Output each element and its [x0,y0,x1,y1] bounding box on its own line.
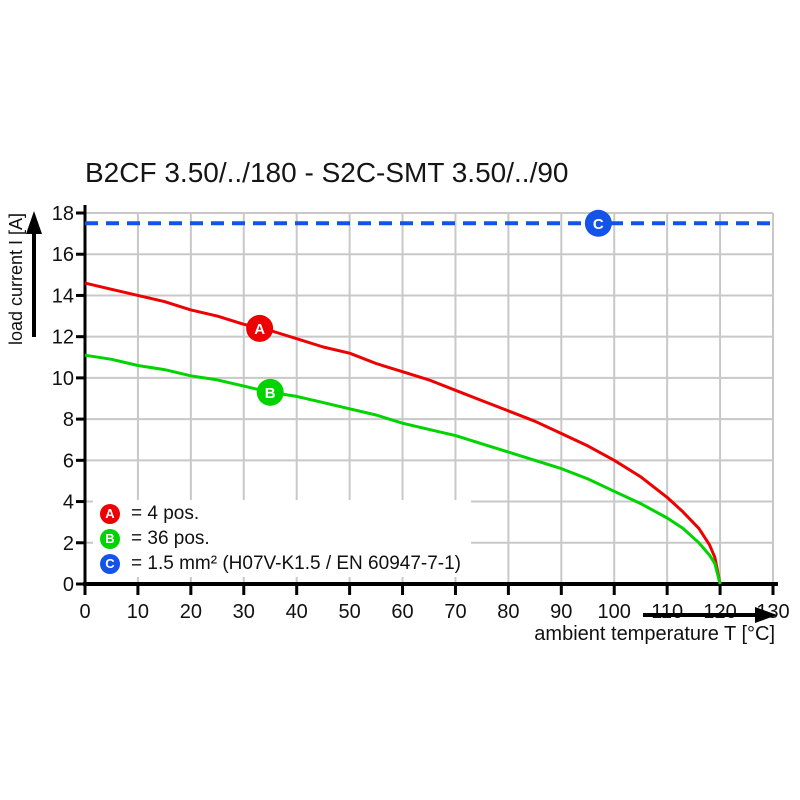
x-tick-label: 120 [703,601,736,623]
x-tick-label: 80 [497,601,519,623]
x-tick-label: 0 [79,601,90,623]
x-tick-label: 90 [550,601,572,623]
x-tick-label: 40 [286,601,308,623]
x-tick-label: 10 [127,601,149,623]
y-axis-label: load current I [A] [6,212,26,346]
x-tick-label: 50 [338,601,360,623]
y-tick-label: 8 [63,409,74,431]
legend-label-c: = 1.5 mm² (H07V-K1.5 / EN 60947-7-1) [131,552,462,574]
y-tick-label: 12 [52,327,74,349]
chart-legend: A = 4 pos. B = 36 pos. C = 1.5 mm² (H07V… [93,500,471,577]
y-tick-label: 0 [63,574,74,596]
chart-title: B2CF 3.50/../180 - S2C-SMT 3.50/../90 [85,157,569,188]
legend-item-b: B = 36 pos. [93,526,471,551]
y-tick-label: 18 [52,203,74,225]
series-line-b [84,353,722,585]
y-tick-label: 16 [52,244,74,266]
curve-marker-letter-a: A [254,321,265,338]
legend-item-a: A = 4 pos. [93,501,471,526]
legend-label-b: = 36 pos. [131,527,210,549]
y-axis-arrowhead-icon [26,211,42,234]
y-tick-label: 14 [52,285,74,307]
curve-marker-letter-c: C [593,216,604,233]
y-tick-label: 10 [52,368,74,390]
y-tick-label: 6 [63,450,74,472]
y-tick-label: 4 [63,492,74,514]
curve-marker-letter-b: B [265,385,276,402]
legend-label-a: = 4 pos. [131,502,200,524]
y-tick-label: 2 [63,533,74,555]
x-tick-label: 30 [233,601,255,623]
x-axis-label: ambient temperature T [°C] [534,623,775,645]
series-line-a [84,281,722,585]
curve-marker-b-icon [256,378,284,406]
x-tick-label: 20 [180,601,202,623]
curve-marker-c-icon [584,209,612,237]
legend-marker-c-icon: C [100,553,120,574]
curve-marker-a-icon [246,314,274,342]
legend-item-c: C = 1.5 mm² (H07V-K1.5 / EN 60947-7-1) [93,551,471,576]
x-tick-label: 100 [598,601,631,623]
x-tick-label: 70 [444,601,466,623]
legend-marker-b-icon: B [100,528,120,549]
legend-marker-a-icon: A [100,503,120,524]
x-tick-label: 110 [651,601,683,623]
x-axis-arrowhead-icon [755,607,777,623]
x-tick-label: 60 [391,601,413,623]
